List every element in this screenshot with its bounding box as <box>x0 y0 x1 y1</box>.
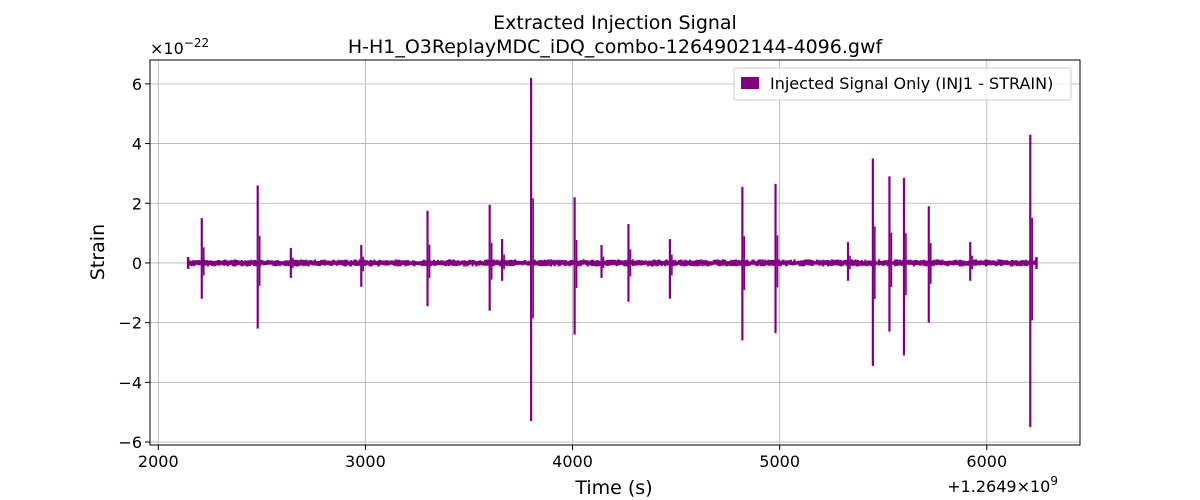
y-scale-base: ×10 <box>150 39 184 58</box>
legend-box <box>733 67 1072 101</box>
chart-title: Extracted Injection Signal <box>493 12 737 34</box>
y-scale-exponent: −22 <box>184 36 209 50</box>
data-layer <box>186 77 1038 428</box>
y-tick-label: −2 <box>118 314 142 333</box>
x-offset-label: +1.2649×109 <box>947 474 1058 496</box>
y-tick-label: 4 <box>132 135 142 154</box>
x-tick-label: 3000 <box>345 452 386 471</box>
y-tick-label: −4 <box>118 373 142 392</box>
y-tick-label: 0 <box>132 254 142 273</box>
chart-subtitle: H-H1_O3ReplayMDC_iDQ_combo-1264902144-40… <box>348 36 884 58</box>
legend-swatch <box>741 77 759 89</box>
x-offset-exponent: 9 <box>1050 474 1058 488</box>
plot-frame <box>149 59 1081 446</box>
legend-label: Injected Signal Only (INJ1 - STRAIN) <box>770 74 1053 93</box>
y-tick-label: 2 <box>132 194 142 213</box>
tick-layer: 2000 3000 4000 5000 6000 −6 −4 −2 0 2 4 6 <box>118 75 1007 471</box>
x-tick-label: 2000 <box>138 452 179 471</box>
y-tick-label: −6 <box>118 433 142 452</box>
x-axis-label: Time (s) <box>574 477 652 499</box>
x-tick-label: 4000 <box>552 452 593 471</box>
x-tick-label: 6000 <box>966 452 1007 471</box>
x-tick-label: 5000 <box>759 452 800 471</box>
x-offset-base: +1.2649×10 <box>947 477 1050 496</box>
grid-layer <box>150 60 1080 445</box>
legend: Injected Signal Only (INJ1 - STRAIN) <box>733 67 1072 101</box>
y-axis-label: Strain <box>87 224 109 280</box>
y-scale-multiplier: ×10−22 <box>150 36 209 58</box>
y-tick-label: 6 <box>132 75 142 94</box>
